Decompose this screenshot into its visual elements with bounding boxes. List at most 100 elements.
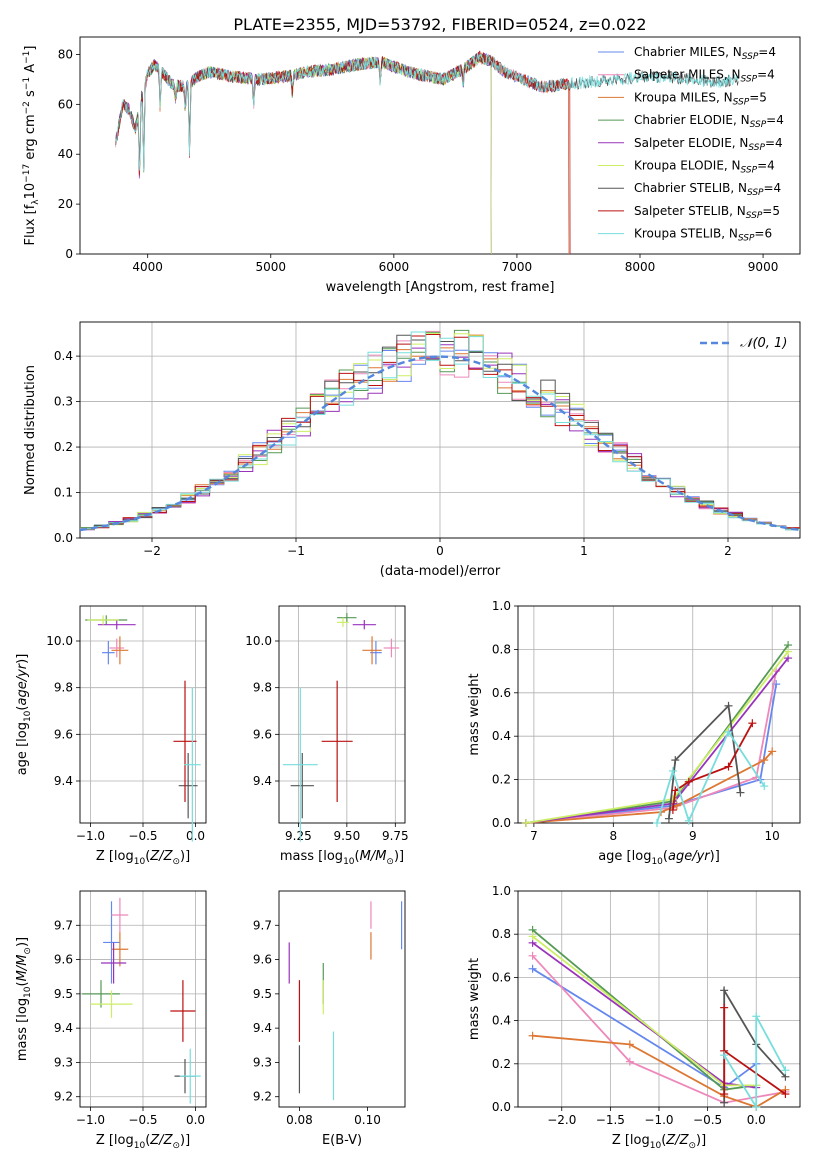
x-tick-label: 8	[610, 829, 618, 843]
x-tick-label: 7	[530, 829, 538, 843]
y-axis-label: mass weight	[467, 958, 482, 1040]
y-tick-label: 9.2	[54, 1090, 73, 1104]
axes-frame	[79, 321, 801, 539]
x-tick-label: −1.0	[76, 829, 105, 843]
y-tick-label: 9.5	[253, 987, 272, 1001]
axes-frame	[517, 890, 801, 1108]
y-tick-label: 0.0	[492, 1100, 511, 1114]
x-tick-label: 0.0	[747, 1113, 766, 1127]
y-tick-label: 9.4	[54, 1021, 73, 1035]
y-tick-label: 0.0	[54, 531, 73, 545]
weight-line-kroupa_stelib	[723, 1015, 787, 1111]
y-tick-label: 0.6	[492, 970, 511, 984]
x-tick-label: 10	[765, 829, 780, 843]
legend-label-chabrier_elodie: Chabrier ELODIE, NSSP=4	[634, 113, 784, 130]
x-tick-label: 8000	[625, 260, 656, 274]
y-axis-label: age [log10(age/yr)]	[15, 654, 33, 776]
panel-mass_vs_Z: −1.0 −0.5 0.0 9.2 9.3 9.4 9.5 9.6 9.7 Z [log10(Z/…	[15, 890, 207, 1151]
legend-label-salpeter_miles: Salpeter MILES, NSSP=4	[634, 68, 775, 85]
y-tick-label: 0.2	[492, 773, 511, 787]
y-tick-label: 0.1	[54, 486, 73, 500]
y-tick-label: 9.6	[54, 727, 73, 741]
x-tick-label: −1.0	[644, 1113, 673, 1127]
axes-frame	[79, 890, 207, 1108]
y-tick-label: 0.3	[54, 395, 73, 409]
panel-age_vs_Z: −1.0 −0.5 0.0 9.4 9.6 9.8 10.0 Z [log10(Z/Z⊙)] a…	[15, 605, 207, 867]
y-tick-label: 1.0	[492, 599, 511, 613]
x-tick-label: −0.5	[693, 1113, 722, 1127]
panel-weight_vs_Z: −2.0 −1.5 −1.0 −0.5 0.0 0.0 0.2 0.4 0.6 0.8 1.0 Z […	[467, 884, 801, 1151]
y-tick-label: 0.8	[492, 642, 511, 656]
x-axis-label: Z [log10(Z/Z⊙)]	[612, 1133, 706, 1151]
y-axis-label: mass [log10(M/M⊙)]	[15, 937, 33, 1061]
legend-label-chabrier_miles: Chabrier MILES, NSSP=4	[634, 45, 776, 62]
x-tick-label: −1.5	[596, 1113, 625, 1127]
x-tick-label: 0.0	[186, 1113, 205, 1127]
y-tick-label: 0.4	[492, 1014, 511, 1028]
axes-frame	[278, 605, 406, 824]
y-tick-label: 0.4	[54, 349, 73, 363]
y-tick-label: 10.0	[46, 634, 73, 648]
panel-residuals: −2 −1 0 1 2 0.0 0.1 0.2 0.3 0.4 (data-model)/error…	[23, 321, 801, 579]
x-axis-label: Z [log10(Z/Z⊙)]	[96, 1133, 190, 1151]
x-axis-label: wavelength [Angstrom, rest frame]	[326, 280, 555, 295]
legend-label-salpeter_stelib: Salpeter STELIB, NSSP=5	[634, 204, 780, 221]
y-tick-label: 9.5	[54, 987, 73, 1001]
weight-line-kroupa_elodie	[525, 651, 789, 824]
x-tick-label: 7000	[502, 260, 533, 274]
y-tick-label: 80	[58, 47, 73, 61]
weight-line-chabrier_miles	[532, 968, 757, 1089]
x-tick-label: 0.10	[354, 1113, 381, 1127]
panel-age_vs_mass: 9.25 9.50 9.75 9.4 9.6 9.8 10.0 mass [log10(M/M…	[245, 605, 409, 867]
x-tick-label: 9.25	[285, 829, 312, 843]
panel-spectrum: 4000 5000 6000 7000 8000 9000 0 20 40 60 80 wavelen…	[22, 36, 801, 295]
weight-line-salpeter_miles	[525, 670, 778, 824]
axes-frame	[517, 605, 801, 824]
x-axis-label: (data-model)/error	[380, 564, 501, 579]
x-tick-label: −1	[287, 544, 305, 558]
y-tick-label: 9.6	[253, 727, 272, 741]
panel-weight_vs_age: 7 8 9 10 0.0 0.2 0.4 0.6 0.8 1.0 age [log10(age/yr…	[467, 599, 801, 867]
x-tick-label: −2	[143, 544, 161, 558]
y-axis-label: Normed distribution	[23, 365, 38, 495]
legend-label-kroupa_miles: Kroupa MILES, NSSP=5	[634, 90, 767, 107]
legend-label-gaussian: 𝒩(0, 1)	[740, 336, 787, 351]
figure-title: PLATE=2355, MJD=53792, FIBERID=0524, z=0…	[233, 15, 646, 34]
y-tick-label: 9.8	[253, 681, 272, 695]
y-tick-label: 9.4	[253, 1021, 272, 1035]
y-tick-label: 9.6	[54, 953, 73, 967]
y-tick-label: 0.2	[54, 440, 73, 454]
spectrum-series-salpeter_stelib	[115, 50, 571, 255]
legend-label-salpeter_elodie: Salpeter ELODIE, NSSP=4	[634, 136, 783, 153]
weight-line-chabrier_stelib	[668, 703, 742, 819]
y-axis-label: Flux [fλ10−17 erg cm−2 s−1 A−1]	[22, 46, 41, 246]
x-tick-label: 0	[436, 544, 444, 558]
y-tick-label: 9.4	[253, 774, 272, 788]
x-tick-label: 1	[580, 544, 588, 558]
weight-line-chabrier_elodie	[532, 929, 757, 1091]
y-tick-label: 20	[58, 197, 73, 211]
x-tick-label: 9.75	[382, 829, 409, 843]
x-axis-label: Z [log10(Z/Z⊙)]	[96, 849, 190, 867]
weight-line-chabrier_elodie	[525, 644, 789, 824]
legend-label-chabrier_stelib: Chabrier STELIB, NSSP=4	[634, 181, 781, 198]
x-tick-label: 4000	[132, 260, 163, 274]
x-axis-label: mass [log10(M/M⊙)]	[280, 849, 404, 867]
y-tick-label: 9.4	[54, 774, 73, 788]
y-tick-label: 0	[65, 247, 73, 261]
spectrum-series-kroupa_miles	[115, 51, 570, 255]
weight-line-salpeter_elodie	[525, 657, 789, 824]
x-tick-label: 0.0	[186, 829, 205, 843]
x-tick-label: 9000	[748, 260, 779, 274]
y-tick-label: 9.3	[253, 1055, 272, 1069]
y-tick-label: 60	[58, 97, 73, 111]
y-tick-label: 0.8	[492, 927, 511, 941]
spectrum-series-kroupa_stelib	[115, 52, 739, 171]
gaussian-curve	[79, 355, 801, 532]
y-axis-label: mass weight	[467, 673, 482, 755]
x-tick-label: −1.0	[76, 1113, 105, 1127]
histogram-kroupa_stelib	[80, 331, 800, 531]
x-tick-label: −0.5	[128, 1113, 157, 1127]
x-tick-label: 9.50	[333, 829, 360, 843]
